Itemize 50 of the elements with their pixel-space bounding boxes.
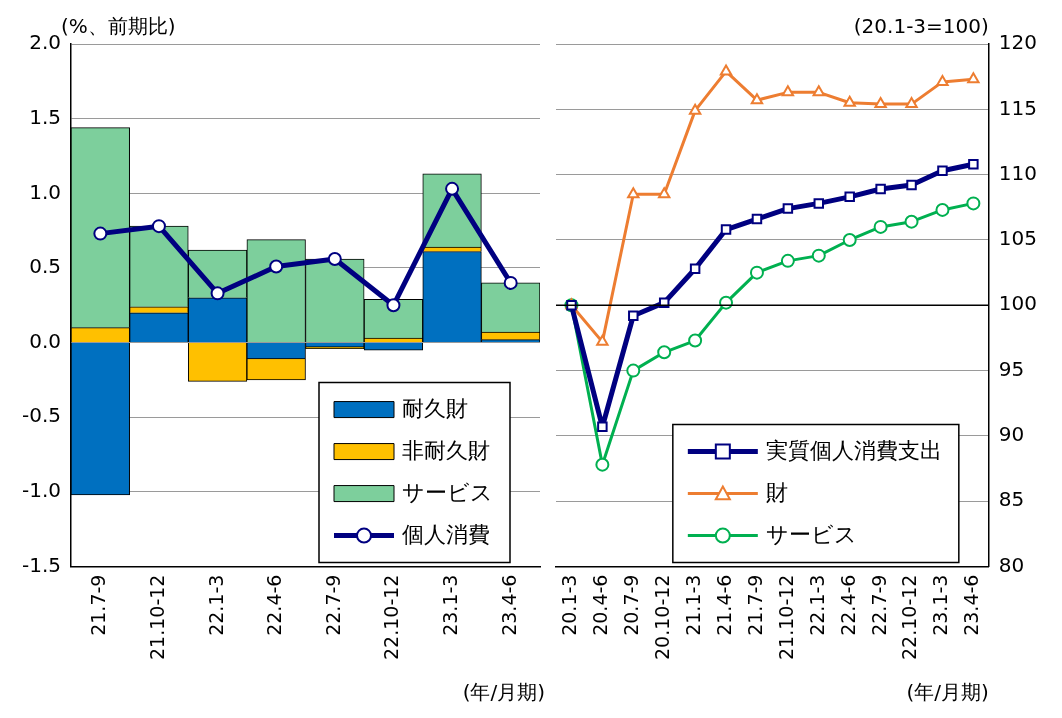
legend-label: サービス [765, 522, 857, 548]
legend-label: 非耐久財 [402, 438, 490, 464]
y-tick-label: 110 [998, 160, 1038, 185]
x-tick-label: 22.1-3 [805, 574, 828, 636]
legend-label: 財 [765, 480, 788, 506]
x-tick-label: 22.4-6 [836, 574, 859, 636]
x-tick-label: 21.7-9 [87, 574, 110, 636]
y-tick-label: 100 [998, 291, 1038, 316]
y-tick-label: 2.0 [29, 30, 62, 55]
y-tick-label: 115 [998, 95, 1038, 120]
y-tick-label: 1.0 [29, 179, 62, 204]
y-tick-label: 80 [998, 552, 1025, 577]
x-tick-label: 22.10-12 [380, 574, 403, 661]
x-tick-label: 22.1-3 [204, 574, 227, 636]
y-tick-label: -0.5 [21, 403, 62, 428]
y-tick-label: -1.5 [21, 552, 62, 577]
legend-label: 個人消費 [402, 522, 490, 548]
y-tick-label: 1.5 [29, 104, 62, 129]
x-tick-label: 21.7-9 [743, 574, 766, 636]
x-tick-label: 22.4-6 [263, 574, 286, 636]
y-tick-label: 85 [998, 487, 1025, 512]
x-tick-label: 23.4-6 [960, 574, 983, 636]
y-tick-label: 90 [998, 422, 1025, 447]
text: (年/月期) [462, 680, 545, 705]
y-tick-label: -1.0 [21, 478, 62, 503]
x-tick-label: 23.1-3 [929, 574, 952, 636]
y-axis-title: (20.1-3=100) [853, 14, 989, 39]
legend-label: 実質個人消費支出 [765, 438, 942, 464]
legend-label: サービス [402, 480, 493, 506]
x-tick-label: 21.4-6 [712, 574, 735, 636]
x-tick-label: 20.10-12 [651, 574, 674, 661]
y-tick-label: 95 [998, 356, 1025, 381]
x-tick-label: 22.7-9 [867, 574, 890, 636]
x-tick-label: 21.10-12 [145, 574, 168, 661]
x-tick-label: 23.4-6 [497, 574, 520, 636]
y-tick-label: 0.0 [29, 328, 62, 353]
text: (年/月期) [906, 680, 989, 705]
x-tick-label: 22.10-12 [898, 574, 921, 661]
y-tick-label: 120 [998, 30, 1038, 55]
y-axis-title: (%、前期比) [61, 14, 176, 39]
x-tick-label: 20.4-6 [589, 574, 612, 636]
x-tick-label: 23.1-3 [439, 574, 461, 636]
legend-label: 耐久財 [402, 396, 468, 422]
x-tick-label: 21.1-3 [682, 574, 705, 636]
x-tick-label: 20.1-3 [558, 574, 581, 636]
x-tick-label: 21.10-12 [774, 574, 797, 661]
x-tick-label: 20.7-9 [620, 574, 643, 636]
y-tick-label: 0.5 [29, 254, 62, 279]
y-tick-label: 105 [998, 226, 1038, 251]
x-tick-label: 22.7-9 [321, 574, 344, 636]
